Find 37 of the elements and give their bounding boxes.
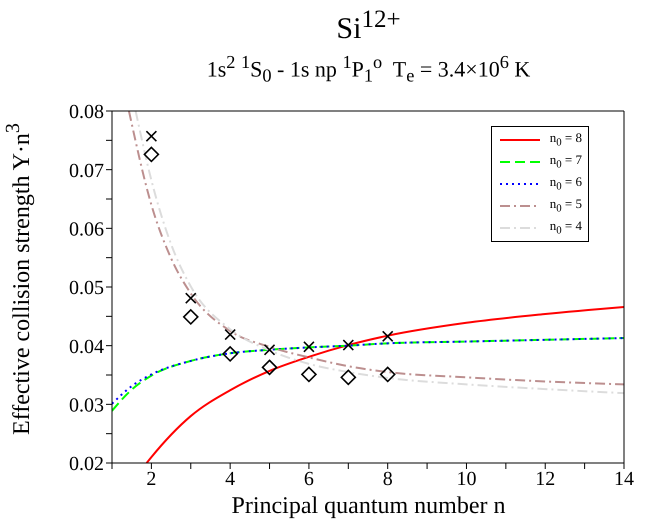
chart-title: Si$^{12+}$ — [335, 6, 402, 46]
x-tick-label: 8 — [382, 468, 393, 490]
point — [380, 366, 396, 382]
y-tick-label: 0.03 — [69, 394, 104, 416]
point — [264, 344, 276, 356]
y-tick-label: 0.04 — [69, 336, 104, 358]
legend-label: n$_{0}$ = 4 — [550, 218, 582, 238]
point — [303, 341, 315, 353]
point — [222, 346, 238, 362]
point — [301, 366, 317, 382]
line-series — [146, 306, 624, 463]
y-tick-label: 0.06 — [69, 218, 104, 240]
x-tick-label: 4 — [225, 468, 236, 490]
point — [144, 146, 160, 162]
x-tick-label: 2 — [146, 468, 156, 490]
point — [182, 309, 199, 325]
text: 1s$^{2}$ $^{1}$S$_{0}$ - 1s np $^{1}$P$_{1}$$^{o}$ T$_{e}$ = 3.4×10$^{6}$ K — [206, 52, 530, 86]
point — [146, 130, 158, 142]
x-axis-title: Principal quantum number n — [230, 493, 506, 520]
legend-label: n$_{0}$ = 8 — [550, 130, 582, 150]
y-tick-label: 0.08 — [69, 101, 104, 124]
y-tick-label: 0.07 — [69, 160, 104, 182]
point — [382, 330, 394, 342]
legend-label: n$_{0}$ = 6 — [550, 174, 582, 194]
x-tick-label: 10 — [456, 468, 476, 490]
point — [184, 292, 197, 304]
y-tick-label: 0.02 — [69, 453, 104, 476]
x-tick-label: 12 — [535, 468, 556, 490]
point — [224, 328, 236, 340]
legend-label: n$_{0}$ = 7 — [550, 152, 582, 172]
y-tick-label: 0.05 — [69, 277, 104, 300]
point — [262, 360, 278, 376]
point — [342, 339, 354, 351]
point — [340, 370, 356, 386]
x-tick-label: 14 — [614, 468, 634, 490]
legend-label: n$_{0}$ = 5 — [550, 196, 582, 216]
x-tick-label: 6 — [304, 468, 314, 490]
